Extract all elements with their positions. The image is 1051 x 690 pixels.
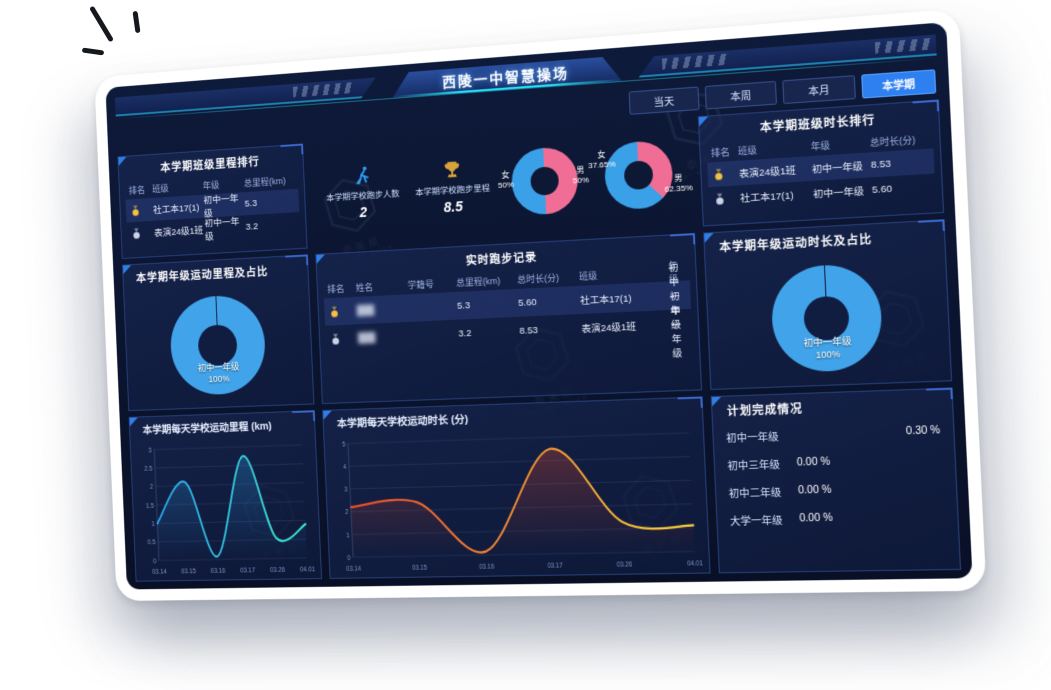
hatch-stripes-icon bbox=[875, 38, 932, 54]
gender-count-donut-chart: 女 50% 男 50% bbox=[496, 129, 593, 233]
male-label: 男 50% bbox=[572, 165, 590, 186]
svg-text:4: 4 bbox=[343, 463, 347, 471]
daily-duration-line-chart: 0 1 2 3 4 5 03.14 03.15 03.16 03.17 03.26 04.01 bbox=[342, 421, 703, 573]
stats-and-gender-charts: 本学期学校跑步人数 2 本学期学校跑步里程 8.5 女 50% 男 50% bbox=[310, 117, 694, 248]
panel-grade-duration-share: 本学期年级运动时长及占比 初中一年级 100% bbox=[703, 219, 953, 391]
header-deco-left bbox=[115, 78, 377, 117]
svg-text:2: 2 bbox=[345, 509, 349, 517]
svg-text:2.5: 2.5 bbox=[144, 465, 153, 472]
silver-medal-icon bbox=[130, 227, 142, 240]
svg-text:1: 1 bbox=[346, 532, 350, 540]
svg-text:03.26: 03.26 bbox=[270, 566, 286, 574]
svg-text:04.01: 04.01 bbox=[687, 559, 703, 567]
class-duration-table: 排名 班级 年级 总时长(分) 表演24级1班 初中一年级 8.53 bbox=[706, 128, 935, 211]
svg-text:04.01: 04.01 bbox=[300, 566, 315, 574]
panel-class-mileage-ranking: 本学期班级里程排行 排名 班级 年级 总里程(km) 社工本17(1) bbox=[117, 143, 308, 259]
hatch-stripes-icon bbox=[662, 53, 729, 69]
tab-this-week[interactable]: 本周 bbox=[704, 80, 777, 110]
gold-medal-icon bbox=[328, 306, 341, 318]
slice-divider bbox=[823, 264, 827, 298]
male-label: 男 62.35% bbox=[664, 173, 693, 195]
student-name-masked: ███ bbox=[357, 331, 375, 344]
donut-label: 初中一年级 100% bbox=[197, 361, 240, 384]
tab-current-day[interactable]: 当天 bbox=[628, 86, 700, 115]
hatch-stripes-icon bbox=[292, 82, 353, 97]
silver-medal-icon bbox=[713, 192, 727, 206]
tab-this-month[interactable]: 本月 bbox=[782, 75, 856, 105]
plan-row: 大学一年级 0.00 % bbox=[729, 512, 833, 528]
slash-mark bbox=[132, 10, 141, 34]
stat-runners-count: 本学期学校跑步人数 2 bbox=[317, 162, 408, 222]
progress-track bbox=[795, 428, 897, 438]
runner-icon bbox=[351, 166, 373, 187]
gold-medal-icon bbox=[712, 168, 726, 181]
svg-text:3: 3 bbox=[344, 486, 348, 494]
tab-this-semester[interactable]: 本学期 bbox=[861, 69, 937, 99]
grade-duration-donut: 初中一年级 100% bbox=[769, 262, 884, 373]
grade-mileage-donut: 初中一年级 100% bbox=[168, 293, 267, 396]
female-label: 女 50% bbox=[497, 170, 515, 191]
page-title: 西陵一中智慧操场 bbox=[441, 64, 570, 90]
svg-text:03.17: 03.17 bbox=[547, 561, 563, 569]
svg-text:0: 0 bbox=[153, 558, 157, 565]
slash-mark bbox=[81, 47, 105, 56]
svg-text:03.16: 03.16 bbox=[210, 567, 225, 575]
svg-text:5: 5 bbox=[342, 441, 346, 449]
svg-text:0: 0 bbox=[347, 554, 351, 562]
title-banner: 西陵一中智慧操场 bbox=[391, 56, 622, 98]
svg-text:0.5: 0.5 bbox=[147, 539, 156, 546]
stat-total-mileage: 本学期学校跑步里程 8.5 bbox=[406, 156, 499, 217]
slash-mark bbox=[89, 5, 114, 43]
panel-plan-completion: 计划完成情况 初中一年级 0.30 % 初中三年级 0.00 % 初中二年级 bbox=[710, 387, 962, 574]
class-mileage-table: 排名 班级 年级 总里程(km) 社工本17(1) 初中一年级 5.3 bbox=[125, 170, 301, 245]
svg-text:3: 3 bbox=[148, 447, 152, 454]
svg-text:03.15: 03.15 bbox=[181, 567, 196, 575]
panel-class-duration-ranking: 本学期班级时长排行 排名 班级 年级 总时长(分) 表演24级1班 bbox=[697, 99, 945, 227]
daily-mileage-line-chart: 0 0.5 1 1.5 2 2.5 3 03.14 03.15 03.16 03.17 03.26 04… bbox=[144, 434, 315, 576]
svg-text:1.5: 1.5 bbox=[146, 502, 155, 509]
svg-text:03.26: 03.26 bbox=[617, 560, 633, 568]
gender-share-donut-chart: 女 37.65% 男 62.35% bbox=[588, 122, 693, 227]
panel-daily-duration-chart: 本学期每天学校运动时长 (分) 0 1 2 3 4 5 03.14 03.15 03.16 03.… bbox=[322, 396, 711, 579]
panel-realtime-records: 实时跑步记录 排名 姓名 学籍号 总里程(km) 总时长(分) 班级 年级 bbox=[315, 233, 703, 405]
silver-medal-icon bbox=[329, 333, 342, 345]
student-name-masked: ███ bbox=[356, 304, 374, 316]
panel-daily-mileage-chart: 本学期每天学校运动里程 (km) 0 0.5 1 1.5 2 2.5 3 03.14 03.15… bbox=[128, 410, 323, 582]
svg-text:2: 2 bbox=[150, 484, 154, 491]
slice-divider bbox=[215, 295, 218, 326]
svg-text:03.15: 03.15 bbox=[412, 564, 427, 572]
tablet-stage: 泰美泉 TAI MEI QUAN 泰美泉 TAI MEI QUAN 泰美泉 TA… bbox=[94, 8, 987, 602]
svg-text:03.16: 03.16 bbox=[479, 563, 495, 571]
svg-text:03.14: 03.14 bbox=[152, 568, 167, 576]
trophy-icon bbox=[444, 161, 460, 178]
female-label: 女 37.65% bbox=[588, 149, 616, 171]
gold-medal-icon bbox=[129, 204, 141, 217]
svg-text:03.14: 03.14 bbox=[346, 565, 361, 573]
dashboard: 泰美泉 TAI MEI QUAN 泰美泉 TAI MEI QUAN 泰美泉 TA… bbox=[105, 22, 973, 590]
svg-text:1: 1 bbox=[151, 521, 155, 528]
panel-grade-mileage-share: 本学期年级运动里程及占比 初中一年级 100% bbox=[122, 254, 315, 412]
donut-ring bbox=[509, 145, 579, 217]
svg-text:03.17: 03.17 bbox=[240, 567, 255, 575]
donut-label: 初中一年级 100% bbox=[803, 336, 852, 361]
